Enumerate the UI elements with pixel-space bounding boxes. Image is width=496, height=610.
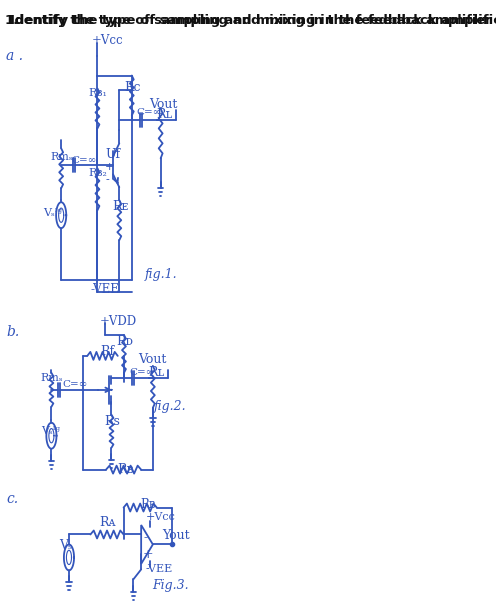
Text: Vₛ: Vₛ (59, 539, 72, 553)
Text: b.: b. (6, 325, 19, 339)
Text: Vₛᴵᵍ: Vₛᴵᵍ (43, 208, 62, 218)
Text: Rs: Rs (104, 415, 120, 428)
Text: Yout: Yout (163, 529, 190, 542)
Text: Rmₛ: Rmₛ (51, 152, 73, 162)
Text: +VDD: +VDD (99, 315, 136, 328)
Text: -: - (143, 531, 147, 544)
Text: Uf: Uf (105, 148, 121, 162)
Text: C=∞: C=∞ (62, 380, 88, 389)
Text: Rʙ: Rʙ (118, 462, 134, 476)
Text: Vout: Vout (149, 98, 178, 112)
Text: +Vcc: +Vcc (92, 34, 123, 46)
Text: Vout: Vout (138, 353, 166, 366)
Text: Vₛᴵᵍ: Vₛᴵᵍ (41, 426, 60, 436)
Text: c.: c. (6, 492, 18, 506)
Text: a .: a . (6, 49, 23, 63)
Text: -VEE: -VEE (90, 283, 120, 296)
Text: fig.1.: fig.1. (144, 268, 177, 281)
Text: C=∞: C=∞ (129, 368, 155, 377)
Text: Rᴀ: Rᴀ (99, 515, 116, 528)
Text: C=∞: C=∞ (71, 156, 96, 165)
Text: Fig.3.: Fig.3. (152, 580, 188, 592)
Text: fig.2.: fig.2. (154, 400, 186, 413)
Text: Rᴇ: Rᴇ (113, 200, 129, 214)
Text: Rc: Rc (125, 81, 141, 93)
Text: Rʙ₁: Rʙ₁ (88, 88, 107, 98)
Text: Rʟ: Rʟ (156, 109, 173, 121)
Text: Rf: Rf (100, 345, 114, 358)
Text: C=∞: C=∞ (136, 109, 162, 118)
Text: Rᴅ: Rᴅ (117, 335, 133, 348)
Text: Identify the type of sampling and mixing in the feedback amplifier circuits show: Identify the type of sampling and mixing… (10, 13, 496, 27)
Text: +: + (105, 162, 115, 173)
Text: Rʟ: Rʟ (148, 366, 164, 379)
Text: Rʙ₂: Rʙ₂ (89, 168, 108, 178)
Text: 1.: 1. (4, 13, 19, 27)
Text: Rʙ: Rʙ (140, 498, 155, 511)
Text: +Vcc: +Vcc (146, 512, 176, 522)
Text: Rmₛ: Rmₛ (41, 373, 63, 383)
Text: -VEE: -VEE (146, 564, 173, 575)
Text: -: - (105, 175, 109, 185)
Text: Identify the type of sampling and mixing in the feedback amplifier circuits show: Identify the type of sampling and mixing… (10, 13, 496, 27)
Text: +: + (143, 548, 154, 561)
